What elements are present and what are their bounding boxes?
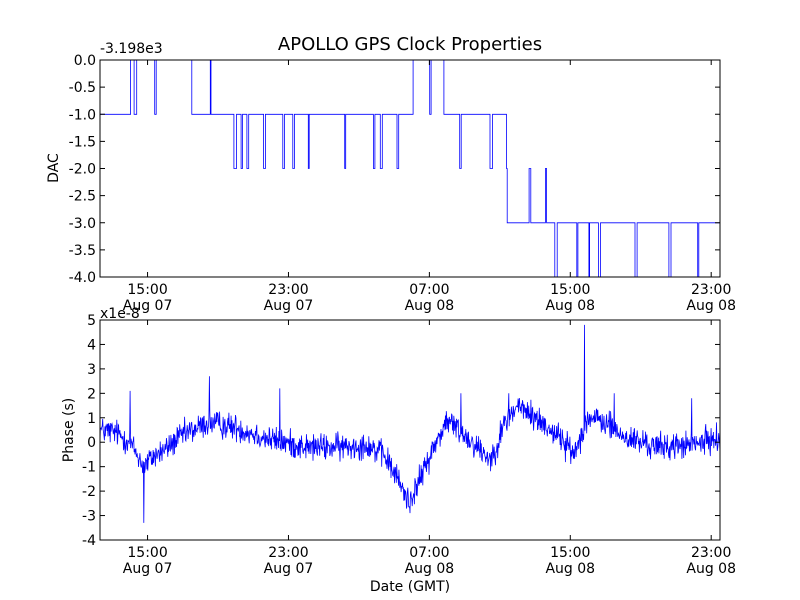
- y-tick-label: -3: [82, 509, 96, 525]
- x-tick-date-label: Aug 07: [123, 561, 173, 577]
- y-tick-label: -0.5: [69, 80, 96, 96]
- x-tick-time-label: 15:00: [127, 282, 167, 298]
- x-tick-time-label: 07:00: [409, 282, 449, 298]
- dac-offset-label: -3.198e3: [100, 41, 163, 57]
- phase-offset-label: x1e-8: [100, 306, 140, 322]
- y-tick-label: -2: [82, 484, 96, 500]
- y-tick-label: 5: [87, 313, 96, 329]
- x-tick-date-label: Aug 08: [545, 561, 595, 577]
- dac-y-axis-label: DAC: [46, 153, 62, 183]
- y-tick-label: -1: [82, 460, 96, 476]
- x-tick-time-label: 23:00: [268, 545, 308, 561]
- x-tick-date-label: Aug 08: [686, 561, 736, 577]
- phase-y-axis-label: Phase (s): [61, 398, 77, 462]
- y-tick-label: -1.5: [69, 134, 96, 150]
- y-tick-label: 1: [87, 411, 96, 427]
- y-tick-label: -2.0: [69, 162, 96, 178]
- x-tick-date-label: Aug 08: [405, 561, 455, 577]
- x-tick-date-label: Aug 08: [405, 298, 455, 314]
- phase-series-line: [99, 324, 721, 523]
- x-tick-time-label: 07:00: [409, 545, 449, 561]
- y-tick-label: 3: [87, 362, 96, 378]
- y-tick-label: -4.0: [69, 270, 96, 286]
- x-tick-date-label: Aug 07: [264, 298, 314, 314]
- y-tick-label: -4: [82, 533, 96, 549]
- x-axis-label: Date (GMT): [370, 579, 450, 595]
- x-tick-time-label: 15:00: [127, 545, 167, 561]
- x-tick-date-label: Aug 07: [264, 561, 314, 577]
- y-tick-label: -2.5: [69, 189, 96, 205]
- x-tick-time-label: 23:00: [691, 282, 731, 298]
- phase-axes-frame: [99, 319, 721, 541]
- chart-title: APOLLO GPS Clock Properties: [278, 34, 542, 55]
- x-tick-time-label: 23:00: [268, 282, 308, 298]
- y-tick-label: 4: [87, 337, 96, 353]
- dac-panel: 0.0 -0.5 -1.0 -1.5 -2.0 -2.5 -3.0 -3.5 -4.0 15:0…: [46, 41, 736, 314]
- x-tick-date-label: Aug 08: [686, 298, 736, 314]
- y-tick-label: 0.0: [74, 53, 96, 69]
- x-tick-time-label: 15:00: [550, 545, 590, 561]
- y-tick-label: 2: [87, 386, 96, 402]
- y-tick-label: -3.5: [69, 243, 96, 259]
- y-tick-label: -3.0: [69, 216, 96, 232]
- y-tick-label: -1.0: [69, 107, 96, 123]
- x-tick-date-label: Aug 08: [545, 298, 595, 314]
- x-tick-date-label: Aug 07: [123, 298, 173, 314]
- dac-axes-frame: [99, 59, 721, 278]
- dac-series-line: [100, 59, 720, 278]
- x-tick-time-label: 15:00: [550, 282, 590, 298]
- y-tick-label: 0: [87, 435, 96, 451]
- x-tick-time-label: 23:00: [691, 545, 731, 561]
